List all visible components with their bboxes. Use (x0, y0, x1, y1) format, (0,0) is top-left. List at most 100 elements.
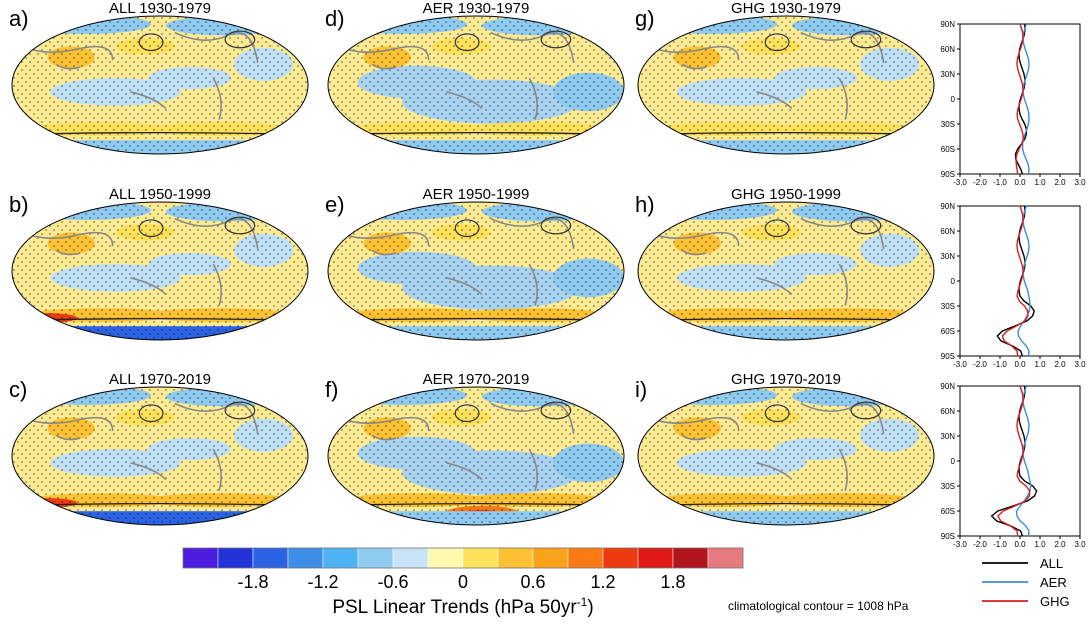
coastline (446, 277, 483, 296)
panel-letter: c) (9, 377, 27, 402)
colorbar-swatch (637, 547, 674, 569)
coastline (371, 249, 397, 256)
coastline (838, 448, 848, 491)
panel-title: AER 1950-1999 (423, 186, 530, 203)
coastline (174, 402, 259, 435)
x-tick-label: 2.0 (1054, 540, 1066, 549)
panel-letter: i) (635, 377, 647, 402)
y-tick-label: 60S (941, 145, 955, 154)
panel-letter: a) (9, 6, 29, 31)
x-tick-label: 1.0 (1034, 178, 1046, 187)
profile-line (997, 385, 1031, 537)
coastline (55, 63, 81, 70)
x-tick-label: -1.0 (993, 178, 1007, 187)
coastline (528, 263, 538, 306)
panel-title: GHG 1930-1979 (731, 0, 841, 17)
significance-stipple (328, 202, 624, 340)
panel-letter: f) (325, 377, 338, 402)
y-tick-label: 60S (941, 327, 955, 336)
x-tick-label: -2.0 (973, 540, 987, 549)
y-tick-label: 30S (941, 482, 955, 491)
panel-title: ALL 1950-1999 (109, 186, 211, 203)
contour-note: climatological contour = 1008 hPa (728, 599, 909, 613)
x-tick-label: 0.0 (1014, 540, 1026, 549)
colorbar-swatch (462, 547, 499, 569)
colorbar-label-sup: -1 (577, 595, 588, 609)
coastline (55, 249, 81, 256)
coastline (756, 277, 793, 296)
colorbar-swatch (672, 547, 709, 569)
coastline (681, 63, 707, 70)
y-tick-label: 90S (941, 352, 955, 361)
y-tick-label: 0 (951, 95, 956, 104)
panel-title: GHG 1970-2019 (731, 371, 841, 388)
x-tick-label: -3.0 (953, 360, 967, 369)
climatology-contour (540, 401, 572, 420)
legend-label: AER (1040, 575, 1067, 590)
map-panel: e) AER 1950-1999 (325, 186, 625, 341)
climatology-contour (138, 404, 164, 423)
panel-title: AER 1930-1979 (423, 0, 530, 17)
colorbar-swatch (182, 547, 219, 569)
profile-line (1017, 205, 1031, 357)
colorbar-swatch (602, 547, 639, 569)
coastline (800, 217, 885, 250)
x-tick-label: 1.0 (1034, 360, 1046, 369)
coastline (528, 448, 538, 491)
coastline (756, 462, 793, 481)
coastline (756, 91, 793, 110)
colorbar-swatch (357, 547, 394, 569)
y-tick-label: 90N (940, 202, 955, 211)
colorbar-swatch (567, 547, 604, 569)
colorbar-tick-label: -1.8 (237, 572, 268, 592)
x-tick-label: 3.0 (1074, 540, 1086, 549)
map-panels: a) ALL 1930-1979 d) AER 1930-1979 g) GHG 1930… (9, 0, 935, 526)
colorbar-tick-label: 0.6 (520, 572, 545, 592)
colorbar-tick-label: -0.6 (377, 572, 408, 592)
colorbar-swatch (287, 547, 324, 569)
colorbar-tick-label: -1.2 (307, 572, 338, 592)
x-tick-label: -3.0 (953, 178, 967, 187)
coastline (446, 91, 483, 110)
y-tick-label: 0 (951, 457, 956, 466)
coastline (681, 434, 707, 441)
significance-stipple (328, 387, 624, 525)
x-tick-label: -3.0 (953, 540, 967, 549)
panel-letter: b) (9, 192, 29, 217)
coastline (212, 77, 222, 120)
coastline (528, 77, 538, 120)
coastline (130, 91, 167, 110)
map-panel: g) GHG 1930-1979 (635, 0, 935, 155)
profile-line (1001, 205, 1029, 357)
coastline (130, 277, 167, 296)
coastline (838, 77, 848, 120)
climatology-contour (850, 30, 882, 49)
y-tick-label: 60N (940, 227, 955, 236)
climatology-contour (540, 30, 572, 49)
panel-title: AER 1970-2019 (423, 371, 530, 388)
zonal-profile: 90N 60N 30N 0 30S 60S 90S-3.0 -2.0 -1.0 0.0 1.0 2.0… (940, 202, 1086, 369)
colorbar-label-main: PSL Linear Trends (hPa 50yr (332, 597, 577, 618)
panel-letter: g) (635, 6, 655, 31)
coastline (55, 434, 81, 441)
coastline (446, 462, 483, 481)
legend-label: GHG (1040, 594, 1070, 609)
colorbar-tick-label: 1.2 (590, 572, 615, 592)
y-tick-label: 60N (940, 407, 955, 416)
legend-label: ALL (1040, 556, 1063, 571)
colorbar-swatch (532, 547, 569, 569)
x-tick-label: 1.0 (1034, 540, 1046, 549)
climatology-contour (540, 216, 572, 235)
coastline (800, 31, 885, 64)
significance-stipple (12, 16, 308, 154)
y-tick-label: 30N (940, 70, 955, 79)
x-tick-label: 2.0 (1054, 178, 1066, 187)
coastline (490, 402, 575, 435)
coastline (800, 402, 885, 435)
colorbar-swatch (392, 547, 429, 569)
significance-stipple (12, 387, 308, 525)
coastline (490, 217, 575, 250)
x-tick-label: 0.0 (1014, 178, 1026, 187)
significance-stipple (638, 202, 934, 340)
map-outline (637, 386, 935, 526)
